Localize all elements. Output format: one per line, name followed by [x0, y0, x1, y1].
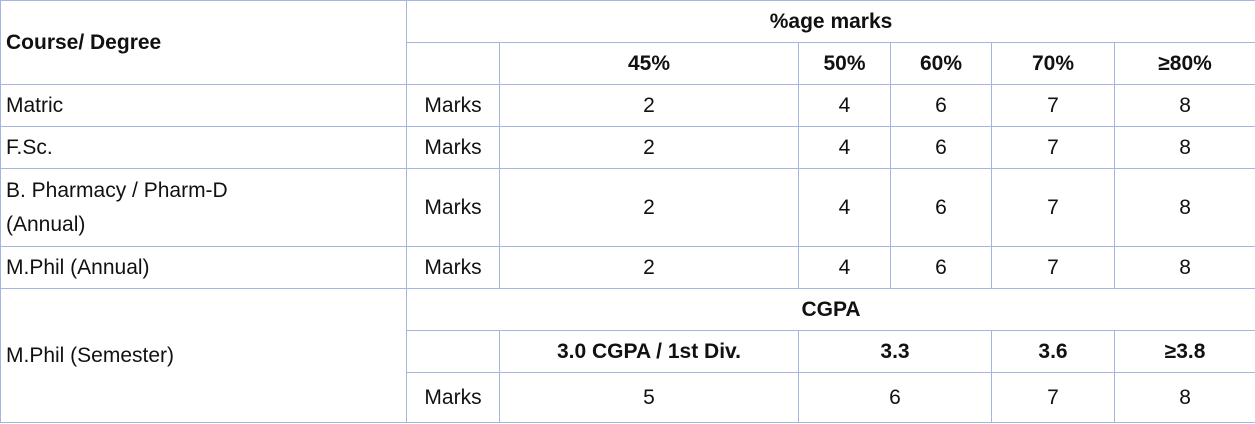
value-cell: 4 — [798, 126, 891, 169]
value-cell: 2 — [499, 246, 799, 289]
level: ≥3.8 — [1113, 330, 1255, 373]
table-row: B. Pharmacy / Pharm-D (Annual) Marks 2 4 6 7 8 — [0, 168, 1255, 247]
level: 50% — [798, 42, 891, 85]
level: 3.6 — [991, 330, 1115, 373]
value-cell: 4 — [798, 84, 891, 127]
course: M.Phil (Annual) — [0, 246, 407, 289]
value-cell: 8 — [1113, 126, 1255, 169]
level: ≥80% — [1113, 42, 1255, 85]
course: Matric — [0, 84, 407, 127]
header-group: %age marks — [405, 0, 1255, 43]
header-course: Course/ Degree — [0, 0, 407, 85]
table-body: Matric Marks 2 4 6 7 8 F.Sc. Marks 2 4 6 7 8 B. Pharma… — [0, 84, 1255, 289]
row-label: Marks — [406, 84, 500, 127]
course-text: Matric — [6, 93, 64, 117]
value-cell: 8 — [1113, 84, 1255, 127]
value-cell: 8 — [1113, 372, 1255, 423]
value-cell: 6 — [890, 168, 992, 247]
value-cell: 4 — [798, 168, 891, 247]
value-cell: 5 — [499, 372, 799, 423]
empty-cell — [406, 42, 500, 85]
row-label: Marks — [406, 246, 500, 289]
value-cell: 7 — [991, 372, 1115, 423]
course-text: M.Phil (Annual) — [6, 255, 150, 279]
value-cell: 7 — [991, 246, 1115, 289]
value-cell: 7 — [991, 126, 1115, 169]
value-cell: 6 — [890, 126, 992, 169]
value-cell: 7 — [991, 168, 1115, 247]
row-label: Marks — [406, 126, 500, 169]
course: B. Pharmacy / Pharm-D (Annual) — [0, 168, 407, 247]
course-text: B. Pharmacy / Pharm-D (Annual) — [6, 178, 228, 236]
level: 60% — [890, 42, 992, 85]
value-cell: 7 — [991, 84, 1115, 127]
table-row: F.Sc. Marks 2 4 6 7 8 — [0, 126, 1255, 169]
value-cell: 8 — [1113, 246, 1255, 289]
row-label: Marks — [406, 168, 500, 247]
value-cell: 6 — [890, 246, 992, 289]
table-row: M.Phil (Annual) Marks 2 4 6 7 8 — [0, 246, 1255, 289]
value-cell: 2 — [499, 126, 799, 169]
level: 70% — [991, 42, 1115, 85]
level: 45% — [499, 42, 799, 85]
course: F.Sc. — [0, 126, 407, 169]
value-cell: 4 — [798, 246, 891, 289]
header-group: CGPA — [405, 288, 1255, 331]
table-row: Matric Marks 2 4 6 7 8 — [0, 84, 1255, 127]
value-cell: 2 — [499, 84, 799, 127]
level: 3.0 CGPA / 1st Div. — [499, 330, 799, 373]
value-cell: 8 — [1113, 168, 1255, 247]
row-label: Marks — [406, 372, 500, 423]
value-cell: 6 — [798, 372, 992, 423]
level: 3.3 — [798, 330, 992, 373]
value-cell: 2 — [499, 168, 799, 247]
course-text: F.Sc. — [6, 135, 53, 159]
empty-cell — [406, 330, 500, 373]
value-cell: 6 — [890, 84, 992, 127]
course: M.Phil (Semester) — [0, 288, 407, 423]
